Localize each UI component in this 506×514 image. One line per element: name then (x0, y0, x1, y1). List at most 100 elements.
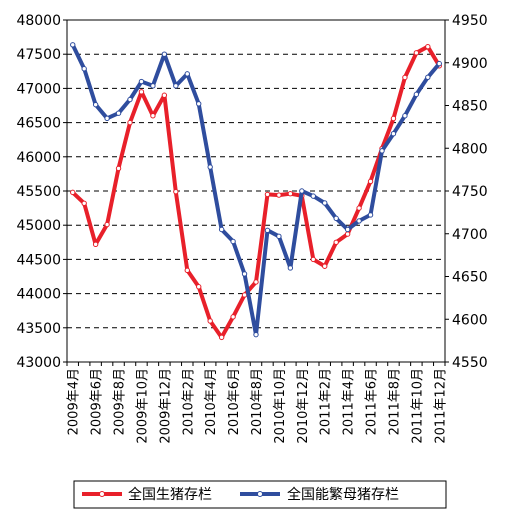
left-tick-label: 46500 (16, 116, 61, 132)
data-point (390, 131, 397, 137)
x-tick-label: 2009年10月 (135, 368, 150, 444)
x-tick-label: 2011年10月 (410, 368, 425, 444)
x-tick-label: 2010年2月 (181, 368, 196, 435)
data-point (104, 221, 110, 228)
data-point (81, 66, 87, 72)
data-point (367, 178, 374, 185)
x-axis-ticks: 2009年4月 2009年6月 2009年8月 2009年10月 2009年12月 201… (66, 362, 448, 444)
legend-entry: 全国生猪存栏 (82, 486, 212, 503)
data-point (402, 74, 408, 81)
x-tick-label: 2011年2月 (319, 368, 334, 435)
data-point (264, 227, 271, 234)
left-tick-label: 44000 (16, 287, 61, 303)
data-point (379, 148, 385, 154)
data-point (127, 119, 133, 126)
data-point (218, 226, 225, 233)
data-point (230, 314, 236, 320)
data-point (390, 115, 397, 122)
right-tick-label: 4550 (452, 355, 488, 371)
x-tick-label: 2010年6月 (227, 368, 242, 435)
data-point (115, 110, 122, 116)
right-tick-label: 4600 (452, 312, 488, 328)
series-lines (70, 42, 442, 341)
data-point (115, 165, 122, 172)
data-point (276, 192, 282, 198)
left-tick-label: 48000 (16, 13, 61, 29)
data-point (333, 215, 339, 222)
x-tick-label: 2009年8月 (113, 368, 128, 435)
data-point (207, 318, 213, 324)
right-tick-label: 4650 (452, 270, 488, 286)
data-point (333, 239, 339, 246)
data-point (173, 83, 179, 89)
legend: 全国生猪存栏 全国能繁母猪存栏 (73, 480, 447, 509)
left-tick-label: 44500 (16, 252, 61, 268)
data-point (287, 265, 294, 271)
data-point (127, 96, 133, 103)
right-tick-label: 4950 (452, 13, 488, 29)
data-point (402, 113, 408, 119)
data-point (367, 212, 374, 218)
x-tick-label: 2010年4月 (204, 368, 219, 435)
data-point (70, 189, 76, 196)
legend-entry: 全国能繁母猪存栏 (240, 486, 399, 503)
x-tick-label: 2011年8月 (387, 368, 402, 435)
x-tick-label: 2011年12月 (433, 368, 448, 444)
x-tick-label: 2010年12月 (296, 368, 311, 444)
x-tick-label: 2009年4月 (67, 368, 82, 435)
data-point (413, 50, 420, 56)
legend-marker (257, 491, 263, 497)
left-axis-ticks: 43000 43500 44000 44500 45000 45500 46000 46500… (16, 13, 67, 371)
data-point (287, 191, 294, 197)
data-point (425, 74, 431, 80)
data-point (104, 115, 110, 122)
data-point (138, 78, 145, 85)
right-tick-label: 4850 (452, 99, 488, 115)
x-tick-label: 2009年12月 (158, 368, 173, 444)
data-point (299, 188, 305, 194)
left-tick-label: 46000 (16, 150, 61, 166)
left-tick-label: 43500 (16, 321, 61, 337)
grid-lines (67, 53, 445, 329)
data-point (161, 51, 168, 57)
x-tick-label: 2009年6月 (90, 368, 105, 435)
right-tick-label: 4700 (452, 227, 488, 243)
x-tick-label: 2010年8月 (250, 368, 265, 435)
data-point (310, 193, 316, 199)
data-point (207, 164, 213, 170)
data-point (322, 200, 328, 206)
data-point (70, 42, 76, 48)
data-point (253, 279, 259, 285)
series-breeding-sows (70, 42, 442, 338)
x-tick-label: 2011年6月 (365, 368, 380, 435)
data-point (344, 231, 351, 237)
legend-marker (99, 491, 105, 497)
data-point (241, 292, 248, 298)
legend-label: 全国生猪存栏 (128, 486, 212, 503)
data-point (184, 267, 190, 274)
data-point (92, 101, 99, 108)
legend-label: 全国能繁母猪存栏 (287, 486, 399, 503)
data-point (184, 71, 190, 77)
data-point (92, 241, 99, 248)
left-tick-label: 45500 (16, 184, 61, 200)
data-point (241, 271, 248, 277)
data-point (150, 83, 156, 89)
data-point (161, 92, 168, 98)
data-point (322, 263, 328, 269)
data-point (138, 89, 145, 95)
data-point (150, 113, 156, 119)
right-tick-label: 4750 (452, 184, 488, 200)
data-point (264, 191, 271, 198)
data-point (276, 233, 282, 240)
data-point (310, 256, 316, 263)
right-tick-label: 4800 (452, 141, 488, 157)
data-point (344, 226, 351, 233)
left-tick-label: 43000 (16, 355, 61, 371)
data-point (425, 43, 431, 50)
left-tick-label: 47500 (16, 47, 61, 63)
data-point (173, 188, 179, 195)
left-tick-label: 47000 (16, 81, 61, 97)
data-point (81, 200, 87, 207)
